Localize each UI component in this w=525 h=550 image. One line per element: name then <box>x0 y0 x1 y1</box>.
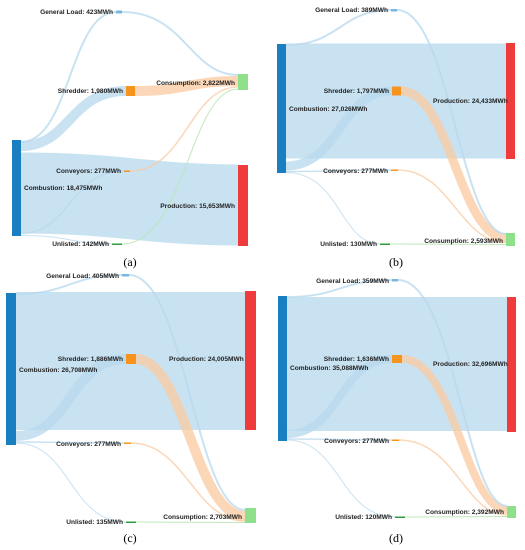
node-general-load <box>122 274 129 277</box>
label-consumption: Consumption: 2,822MWh <box>156 80 235 87</box>
flow-combustion-shredder <box>285 86 393 171</box>
flow-unlisted-consumption <box>121 88 239 245</box>
node-general-load <box>116 10 122 14</box>
node-unlisted <box>395 516 405 518</box>
node-combustion <box>277 44 286 173</box>
caption-a: (a) <box>123 255 136 269</box>
node-shredder <box>126 354 136 364</box>
node-consumption <box>507 506 516 518</box>
node-conveyors <box>124 170 130 172</box>
panel-b: General Load: 389MWh Shredder: 1,797MWh … <box>277 7 515 269</box>
flow-combustion-shredder <box>15 354 127 441</box>
flow-combustion-production <box>20 152 239 246</box>
panel-c: General Load: 405MWh Shredder: 1,886MWh … <box>6 273 256 545</box>
node-general-load <box>391 9 397 12</box>
node-conveyors <box>391 169 398 171</box>
label-combustion: Combustion: 35,088MWh <box>290 365 368 372</box>
node-production <box>238 165 248 246</box>
label-conveyors: Conveyors: 277MWh <box>324 438 389 445</box>
node-unlisted <box>112 243 122 245</box>
node-combustion <box>278 296 287 441</box>
label-conveyors: Conveyors: 277MWh <box>56 168 121 175</box>
node-production <box>507 297 516 432</box>
label-shredder: Shredder: 1,886MWh <box>58 356 123 363</box>
flow-combustion-unlisted <box>15 442 127 523</box>
flow-general-load-consumption <box>397 279 508 507</box>
node-combustion <box>12 140 21 236</box>
flow-combustion-conveyors <box>285 169 392 173</box>
flow-general-load-consumption <box>396 9 507 235</box>
flow-general-load-consumption <box>128 274 246 511</box>
flow-combustion-unlisted <box>285 172 381 245</box>
label-conveyors: Conveyors: 277MWh <box>56 441 121 448</box>
flow-shredder-consumption <box>135 354 246 521</box>
node-unlisted <box>380 243 390 245</box>
node-consumption <box>245 508 256 523</box>
label-shredder: Shredder: 1,636MWh <box>324 356 389 363</box>
label-production: Production: 24,433MWh <box>433 98 508 105</box>
node-unlisted <box>126 521 136 523</box>
flow-combustion-general-load <box>285 9 392 46</box>
flow-combustion-shredder <box>286 355 393 438</box>
label-unlisted: Unlisted: 130MWh <box>320 241 377 248</box>
flow-conveyors-consumption <box>129 86 239 172</box>
flow-unlisted-consumption <box>404 516 508 518</box>
caption-d: (d) <box>389 531 403 545</box>
flow-combustion-unlisted <box>286 439 396 518</box>
label-unlisted: Unlisted: 135MWh <box>66 519 123 526</box>
label-unlisted: Unlisted: 142MWh <box>52 241 109 248</box>
panel-a: General Load: 423MWh Shredder: 1,980MWh … <box>12 9 248 269</box>
node-shredder <box>126 86 135 96</box>
label-shredder: Shredder: 1,797MWh <box>324 88 389 95</box>
flow-combustion-unlisted <box>20 235 113 245</box>
label-general-load: General Load: 359MWh <box>316 278 389 285</box>
node-production <box>506 43 515 159</box>
label-consumption: Consumption: 2,593MWh <box>424 238 503 245</box>
flow-conveyors-consumption <box>130 442 246 522</box>
node-combustion <box>6 293 16 445</box>
label-consumption: Consumption: 2,703MWh <box>163 514 242 521</box>
label-general-load: General Load: 423MWh <box>40 9 113 16</box>
label-shredder: Shredder: 1,980MWh <box>58 88 123 95</box>
flow-conveyors-consumption <box>397 169 507 244</box>
node-general-load <box>392 279 398 282</box>
label-consumption: Consumption: 2,392MWh <box>425 509 504 516</box>
panel-d: General Load: 359MWh Shredder: 1,636MWh … <box>278 278 516 545</box>
label-production: Production: 24,005MWh <box>169 356 244 363</box>
flow-unlisted-consumption <box>135 521 246 523</box>
label-conveyors: Conveyors: 277MWh <box>323 168 388 175</box>
flow-shredder-consumption <box>134 76 239 96</box>
caption-b: (b) <box>389 255 403 269</box>
caption-c: (c) <box>123 531 136 545</box>
label-production: Production: 15,653MWh <box>160 203 235 210</box>
flow-combustion-general-load <box>20 11 117 143</box>
node-shredder <box>392 355 402 363</box>
flow-combustion-conveyors <box>15 441 125 444</box>
label-production: Production: 32,696MWh <box>433 361 508 368</box>
flow-shredder-consumption <box>400 86 507 243</box>
label-general-load: General Load: 389MWh <box>315 7 388 14</box>
label-combustion: Combustion: 26,708MWh <box>19 367 97 374</box>
flow-combustion-general-load <box>286 279 393 298</box>
label-general-load: General Load: 405MWh <box>46 273 119 280</box>
flow-unlisted-consumption <box>389 243 507 245</box>
node-shredder <box>392 86 401 96</box>
node-consumption <box>238 74 248 90</box>
flow-general-load-consumption <box>121 11 239 76</box>
label-combustion: Combustion: 18,475MWh <box>24 185 102 192</box>
flow-combustion-conveyors <box>286 438 393 441</box>
label-unlisted: Unlisted: 120MWh <box>335 514 392 521</box>
node-conveyors <box>392 439 399 441</box>
flow-combustion-conveyors <box>20 170 125 235</box>
node-production <box>245 291 256 430</box>
flow-combustion-shredder <box>20 86 127 151</box>
node-consumption <box>506 233 515 246</box>
flow-conveyors-consumption <box>398 439 508 516</box>
label-combustion: Combustion: 27,026MWh <box>289 106 367 113</box>
node-conveyors <box>124 442 131 444</box>
flow-shredder-consumption <box>401 355 508 514</box>
